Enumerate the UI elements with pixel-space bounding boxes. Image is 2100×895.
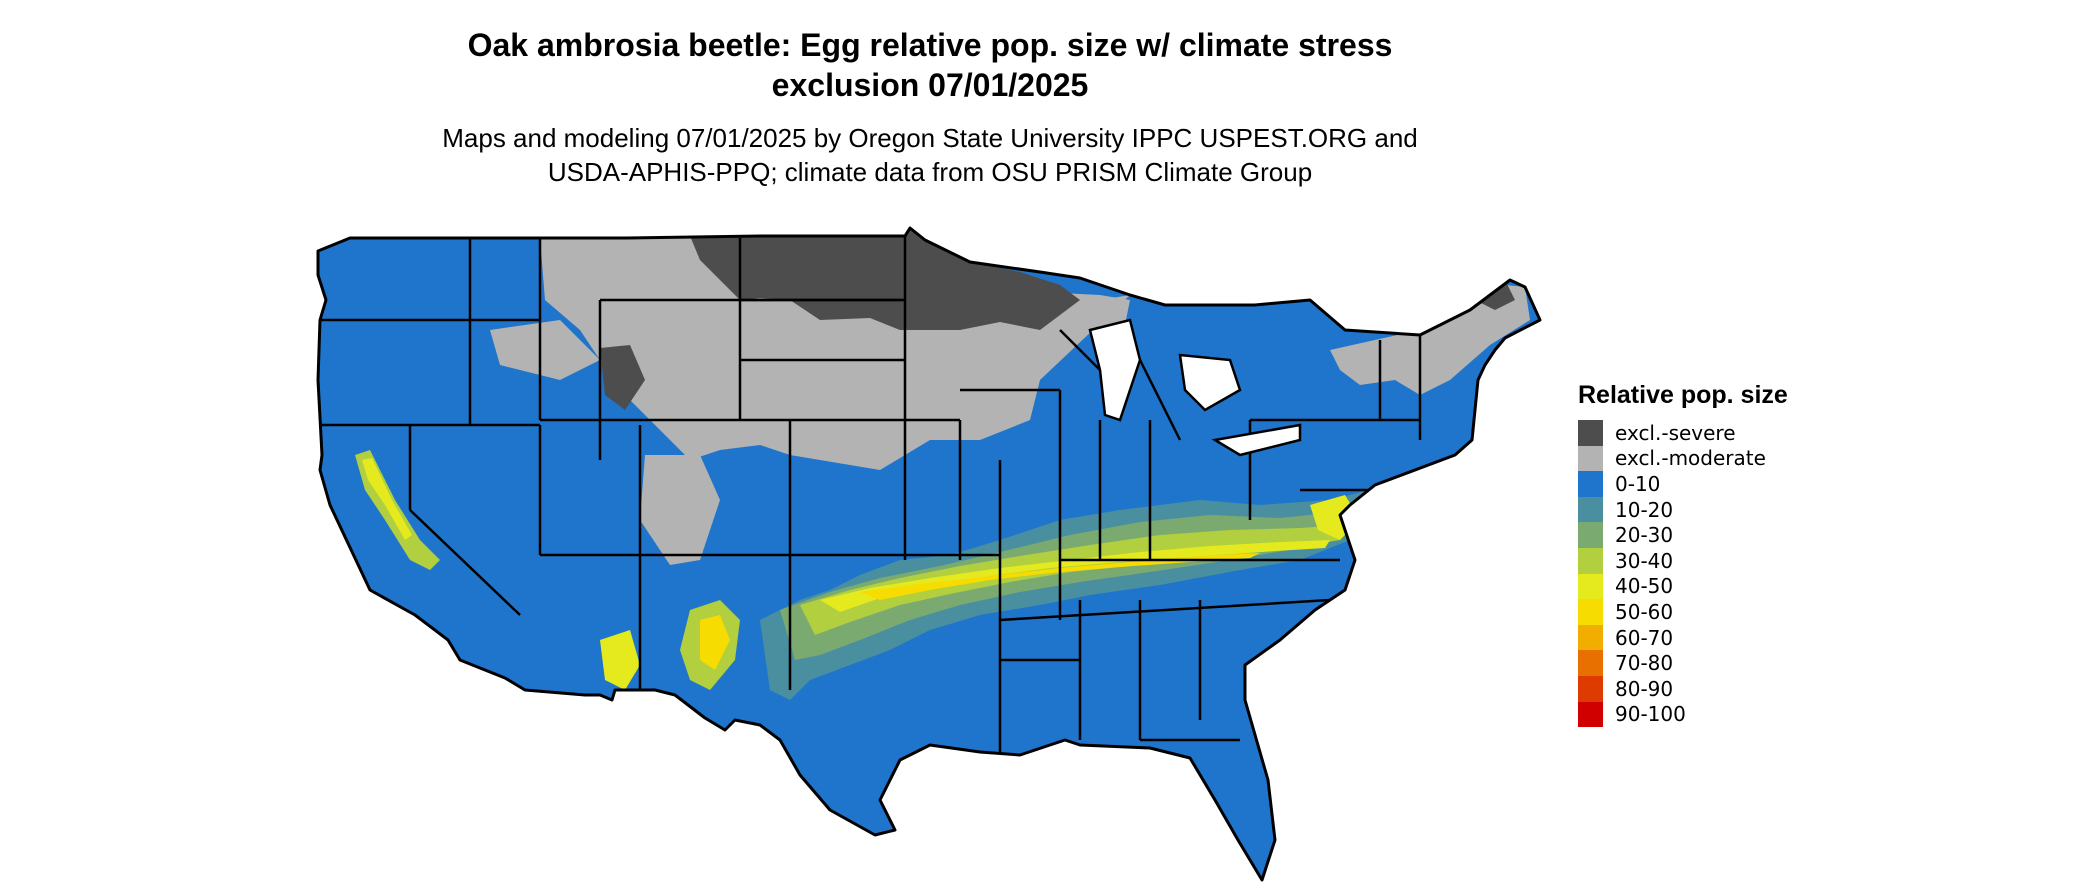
legend-swatch — [1578, 496, 1603, 523]
legend-swatch — [1578, 547, 1603, 574]
excl-moderate-idaho — [490, 320, 600, 380]
legend-swatch — [1578, 445, 1603, 472]
legend-item: 80-90 — [1578, 675, 1788, 702]
legend-title: Relative pop. size — [1578, 381, 1788, 409]
legend-label: 60-70 — [1615, 625, 1674, 650]
legend-item: 20-30 — [1578, 522, 1788, 548]
legend-swatch — [1578, 701, 1603, 728]
excl-moderate-colorado — [640, 455, 720, 565]
excl-severe-wyoming — [600, 345, 645, 410]
legend-swatch — [1578, 522, 1603, 548]
lake-huron — [1178, 353, 1242, 412]
legend-item: 10-20 — [1578, 496, 1788, 523]
us-population-map — [316, 226, 1542, 882]
california-core — [362, 458, 412, 540]
legend-label: 20-30 — [1615, 523, 1674, 548]
legend-item: 70-80 — [1578, 650, 1788, 676]
legend: Relative pop. size excl.-severe excl.-mod… — [1578, 380, 1788, 728]
legend-label: 30-40 — [1615, 548, 1674, 573]
legend-label: 80-90 — [1615, 676, 1674, 701]
legend-item: 0-10 — [1578, 471, 1788, 497]
map-title-line-1: Oak ambrosia beetle: Egg relative pop. s… — [467, 27, 1393, 63]
legend-label: excl.-moderate — [1615, 446, 1766, 471]
legend-swatch — [1578, 650, 1603, 676]
map-subtitle-line-2: USDA-APHIS-PPQ; climate data from OSU PR… — [547, 157, 1313, 187]
arizona-warm — [600, 630, 640, 690]
legend-label: 50-60 — [1615, 599, 1674, 624]
legend-label: 40-50 — [1615, 574, 1674, 599]
lake-michigan — [1088, 318, 1142, 422]
new-mexico-core — [700, 615, 730, 670]
legend-item: 50-60 — [1578, 599, 1788, 625]
legend-item: 90-100 — [1578, 701, 1788, 728]
legend-items: excl.-severe excl.-moderate 0-10 10-20 20-30… — [1578, 420, 1788, 728]
legend-label: 90-100 — [1615, 702, 1686, 727]
legend-item: excl.-severe — [1578, 420, 1788, 446]
legend-swatch — [1578, 675, 1603, 702]
legend-swatch — [1578, 599, 1603, 625]
legend-item: 60-70 — [1578, 624, 1788, 651]
us-outline — [316, 226, 1542, 882]
legend-swatch — [1578, 573, 1603, 600]
legend-swatch — [1578, 471, 1603, 497]
legend-label: 0-10 — [1615, 471, 1661, 496]
excl-severe-north — [690, 228, 1080, 330]
legend-label: excl.-severe — [1615, 420, 1736, 445]
map-layer — [316, 226, 1542, 882]
legend-label: 70-80 — [1615, 651, 1674, 676]
population-overlay — [355, 228, 1530, 700]
band-40-50 — [820, 540, 1330, 612]
legend-swatch — [1578, 420, 1603, 446]
legend-swatch — [1578, 624, 1603, 651]
state-border — [1138, 359, 1182, 441]
legend-item: 40-50 — [1578, 573, 1788, 600]
map-subtitle-line-1: Maps and modeling 07/01/2025 by Oregon S… — [442, 123, 1418, 153]
lake-erie — [1211, 423, 1302, 457]
legend-item: excl.-moderate — [1578, 445, 1788, 472]
state-border — [409, 509, 521, 616]
map-title-line-2: exclusion 07/01/2025 — [771, 67, 1089, 103]
band-50-60 — [860, 553, 1260, 600]
state-border — [999, 598, 1331, 622]
legend-item: 30-40 — [1578, 547, 1788, 574]
legend-label: 10-20 — [1615, 497, 1674, 522]
